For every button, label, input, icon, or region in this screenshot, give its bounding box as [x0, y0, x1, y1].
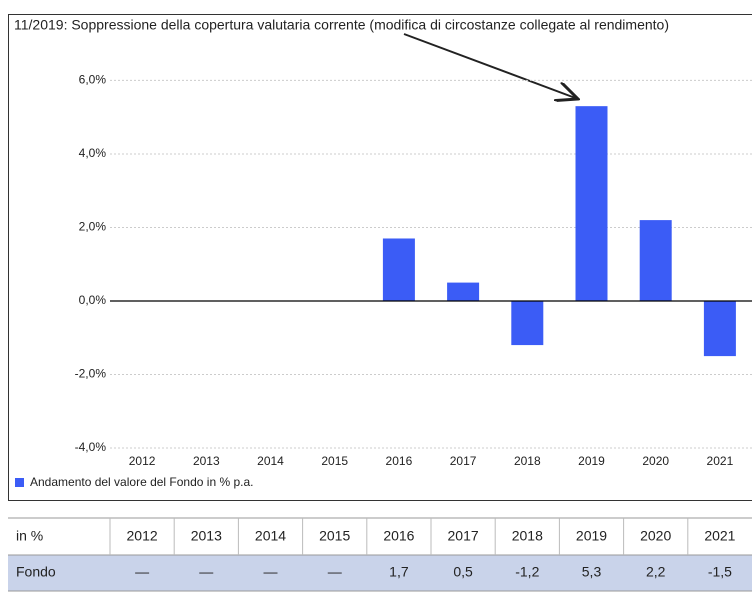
y-tick-label: -4,0%: [75, 440, 107, 454]
table-year: 2012: [127, 528, 158, 544]
table-value: —: [328, 564, 342, 580]
x-tick-label: 2013: [193, 454, 220, 468]
table-value: 5,3: [582, 564, 602, 580]
x-tick-label: 2016: [386, 454, 413, 468]
table-year: 2017: [448, 528, 479, 544]
table-value: 0,5: [453, 564, 473, 580]
table-year: 2013: [191, 528, 222, 544]
table-year: 2018: [512, 528, 543, 544]
y-tick-label: 2,0%: [79, 220, 107, 234]
x-tick-label: 2017: [450, 454, 477, 468]
annotation-arrow: [403, 33, 578, 99]
table-row-bg: [8, 555, 752, 591]
y-tick-label: 6,0%: [79, 73, 107, 87]
bar: [639, 220, 672, 301]
table-value: —: [264, 564, 278, 580]
bar: [511, 300, 544, 346]
x-tick-label: 2021: [707, 454, 734, 468]
row-label: Fondo: [16, 564, 56, 580]
bar: [447, 282, 480, 301]
chart-frame: [8, 14, 752, 501]
table-year: 2014: [255, 528, 286, 544]
annotation: 11/2019: Soppressione della copertura va…: [14, 17, 669, 33]
bar: [703, 300, 736, 357]
table-value: —: [135, 564, 149, 580]
table-value: 2,2: [646, 564, 666, 580]
table-year: 2019: [576, 528, 607, 544]
x-tick-label: 2012: [129, 454, 156, 468]
x-tick-label: 2018: [514, 454, 541, 468]
legend-label: Andamento del valore del Fondo in % p.a.: [30, 475, 253, 489]
bar: [575, 106, 608, 301]
legend-swatch: [15, 478, 24, 487]
y-tick-label: 4,0%: [79, 146, 107, 160]
y-tick-label: 0,0%: [79, 293, 107, 307]
table-value: —: [199, 564, 213, 580]
table-value: 1,7: [389, 564, 409, 580]
table-year: 2020: [640, 528, 671, 544]
x-tick-label: 2014: [257, 454, 284, 468]
x-tick-label: 2015: [321, 454, 348, 468]
table-value: -1,2: [515, 564, 539, 580]
table-header: in %: [16, 528, 43, 544]
table-year: 2021: [704, 528, 735, 544]
bar: [382, 238, 415, 301]
x-tick-label: 2019: [578, 454, 605, 468]
y-tick-label: -2,0%: [75, 367, 107, 381]
x-tick-label: 2020: [642, 454, 669, 468]
table-year: 2015: [319, 528, 350, 544]
table-year: 2016: [383, 528, 414, 544]
table-value: -1,5: [708, 564, 732, 580]
